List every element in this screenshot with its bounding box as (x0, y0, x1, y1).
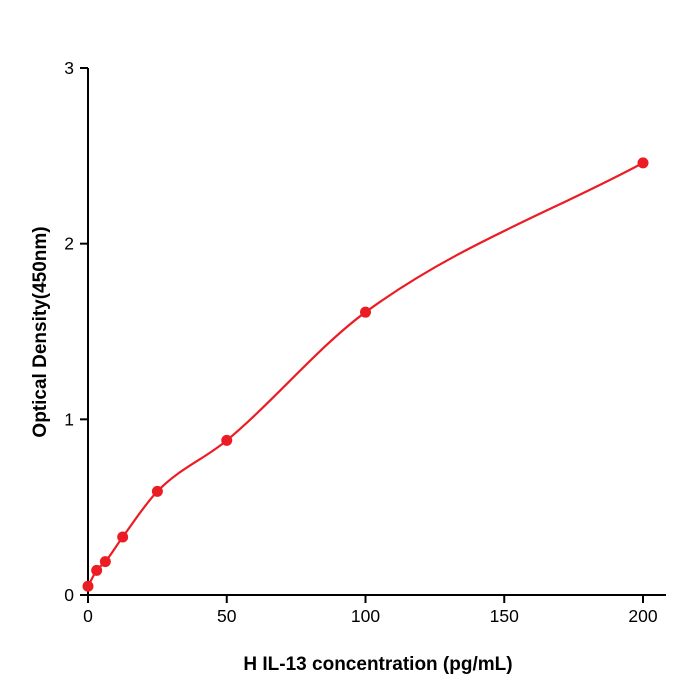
data-point (360, 306, 371, 318)
x-tick-label: 50 (217, 606, 237, 626)
data-point (637, 157, 649, 169)
fit-curve (86, 161, 645, 588)
data-point (151, 485, 163, 497)
y-tick-label: 3 (64, 58, 74, 78)
x-axis-title: H IL-13 concentration (pg/mL) (243, 654, 512, 675)
x-tick-label: 0 (83, 606, 93, 626)
y-tick-label: 0 (64, 585, 74, 605)
data-point (117, 531, 129, 543)
x-tick-label: 200 (628, 606, 657, 626)
x-tick-label: 150 (490, 606, 519, 626)
x-tick-label: 100 (351, 606, 380, 626)
y-tick-label: 1 (64, 409, 74, 429)
data-point (91, 564, 103, 576)
data-point (82, 580, 94, 592)
y-tick-label: 2 (64, 234, 74, 254)
y-axis-title: Optical Density(450nm) (30, 226, 51, 437)
data-point (221, 434, 233, 446)
data-point (99, 556, 111, 568)
